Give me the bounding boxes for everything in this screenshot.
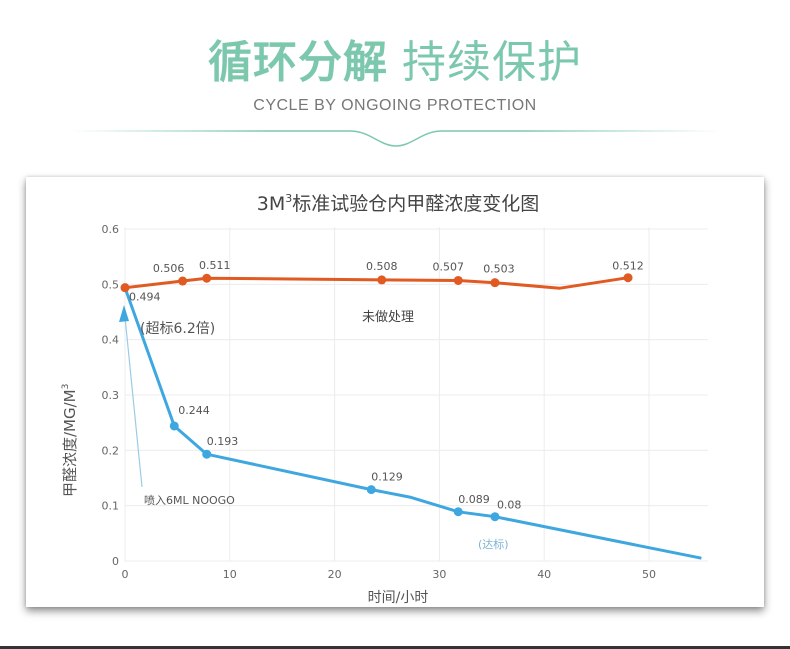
data-point — [377, 275, 387, 285]
y-tick-label: 0.6 — [102, 223, 120, 236]
annotation-untreated: 未做处理 — [362, 310, 414, 325]
y-axis-label: 甲醛浓度/MG/M3 — [61, 384, 79, 497]
data-point — [120, 283, 130, 293]
annotation-exceed: (超标6.2倍) — [140, 321, 215, 337]
x-tick-label: 50 — [642, 568, 656, 581]
y-tick-label: 0.2 — [102, 444, 120, 457]
data-label: 0.512 — [612, 260, 644, 273]
grid — [124, 227, 708, 562]
data-point — [623, 273, 633, 283]
annotation-reached: (达标) — [478, 537, 509, 551]
data-point — [202, 449, 212, 459]
data-labels: 0.244 0.193 0.129 0.089 0.08 0.494 0.506 0.511 0… — [129, 259, 644, 511]
hero-title: 循环分解 持续保护 — [0, 38, 790, 88]
data-point — [202, 273, 212, 283]
data-label: 0.244 — [178, 404, 210, 417]
chart-title: 3M3标准试验仓内甲醛浓度变化图 — [257, 192, 540, 215]
data-point — [178, 276, 188, 286]
chart-title-prefix: 3M — [257, 193, 285, 215]
y-tick-label: 0.3 — [102, 389, 120, 402]
y-tick-label: 0.1 — [102, 500, 120, 513]
y-tick-label: 0.4 — [102, 334, 120, 347]
formaldehyde-chart: 0 0.1 0.2 0.3 0.4 0.5 0.6 0 10 20 30 40 50 0.244 0.19… — [61, 192, 708, 606]
y-axis-label-main: 甲醛浓度/MG/M — [61, 389, 79, 497]
hero-header: 循环分解 持续保护 CYCLE BY ONGOING PROTECTION — [0, 0, 790, 160]
data-point — [490, 512, 500, 522]
data-label: 0.129 — [371, 471, 403, 484]
hero-title-bold: 循环分解 — [208, 37, 388, 88]
series-line-untreated — [124, 276, 629, 290]
x-tick-label: 30 — [432, 568, 446, 581]
bottom-border — [0, 646, 790, 649]
series-line-treated — [123, 287, 702, 560]
data-label: 0.511 — [199, 259, 231, 272]
y-tick-label: 0.5 — [102, 278, 120, 291]
series-layer — [120, 273, 702, 560]
y-tick-label: 0 — [112, 555, 119, 568]
data-label: 0.508 — [366, 260, 398, 273]
chart-title-sup: 3 — [285, 192, 292, 205]
wave-divider — [70, 130, 720, 147]
data-label: 0.506 — [153, 262, 185, 275]
chart-title-rest: 标准试验仓内甲醛浓度变化图 — [292, 193, 539, 215]
axes: 0 0.1 0.2 0.3 0.4 0.5 0.6 0 10 20 30 40 50 — [102, 223, 657, 581]
arrow-head-icon — [119, 305, 129, 322]
data-point — [366, 485, 376, 495]
data-label: 0.089 — [458, 493, 490, 506]
x-axis-label: 时间/小时 — [368, 590, 429, 606]
data-label: 0.193 — [207, 435, 239, 448]
hero-title-light: 持续保护 — [402, 37, 582, 88]
x-tick-label: 20 — [328, 568, 342, 581]
data-label: 0.503 — [483, 263, 514, 276]
annotation-spray: 喷入6ML NOOGO — [144, 494, 235, 507]
hero-subtitle: CYCLE BY ONGOING PROTECTION — [253, 97, 537, 114]
data-point — [490, 278, 500, 288]
data-point — [453, 507, 463, 517]
data-point — [169, 421, 179, 431]
data-label: 0.494 — [129, 291, 161, 304]
spray-arrow — [119, 305, 143, 488]
x-tick-label: 40 — [537, 568, 551, 581]
x-tick-label: 0 — [122, 568, 129, 581]
data-label: 0.507 — [433, 260, 465, 273]
y-axis-label-sup: 3 — [61, 384, 71, 390]
data-point — [453, 275, 463, 285]
chart-card: 0 0.1 0.2 0.3 0.4 0.5 0.6 0 10 20 30 40 50 0.244 0.19… — [26, 177, 764, 607]
x-tick-label: 10 — [223, 568, 237, 581]
data-label: 0.08 — [497, 499, 521, 512]
